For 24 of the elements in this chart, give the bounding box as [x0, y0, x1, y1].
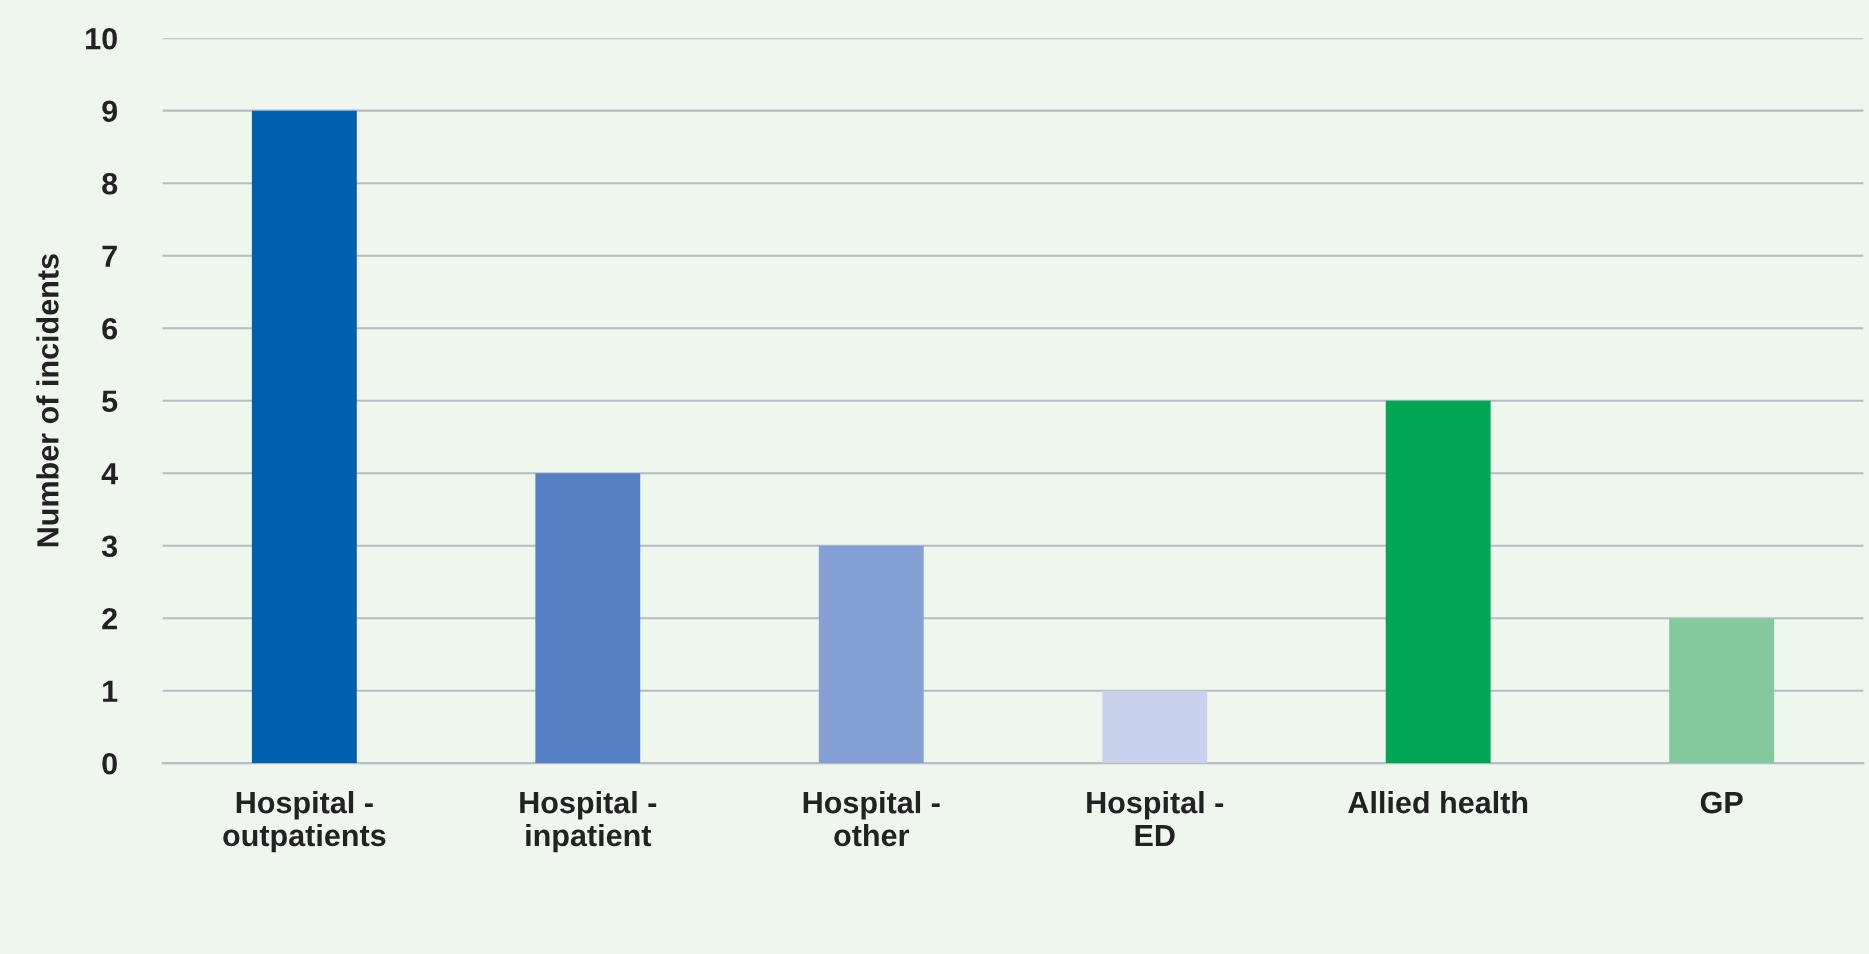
bar	[818, 545, 924, 764]
y-tick-label: 2	[102, 607, 117, 630]
x-tick-label: Allied health	[1348, 790, 1528, 814]
y-tick-label: 1	[103, 680, 118, 702]
x-tick-label: Hospital - ED	[1087, 790, 1224, 847]
y-tick-label: 5	[102, 390, 118, 413]
y-tick-label: 9	[102, 100, 118, 123]
x-tick-label: GP	[1700, 791, 1743, 814]
bar	[1669, 618, 1775, 764]
bar	[1385, 400, 1491, 764]
bar	[535, 473, 641, 764]
x-tick-label: Hospital - other	[803, 790, 940, 847]
y-tick-label: 3	[101, 535, 118, 558]
x-tick-label: Hospital - outpatients	[223, 790, 386, 853]
bar	[1102, 690, 1208, 764]
y-tick-label: 7	[102, 245, 117, 267]
y-axis-title: Number of incidents	[36, 254, 59, 547]
y-tick-label: 0	[102, 752, 117, 775]
y-tick-label: 10	[86, 27, 117, 50]
bar	[251, 110, 357, 764]
y-tick-label: 4	[101, 463, 118, 485]
x-tick-label: Hospital - inpatient	[520, 790, 657, 853]
y-tick-label: 6	[102, 317, 118, 340]
y-tick-label: 8	[102, 172, 118, 195]
